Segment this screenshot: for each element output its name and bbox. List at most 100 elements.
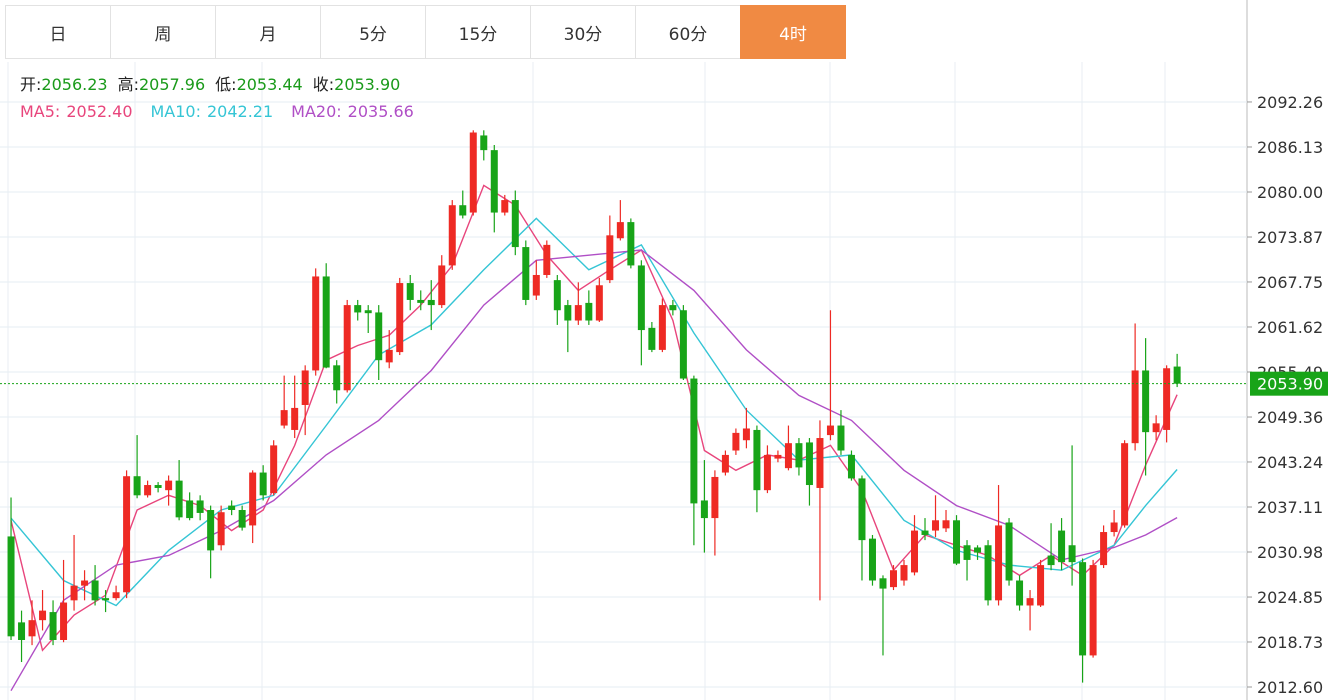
candle-body [270,445,278,494]
period-tab[interactable]: 15分 [425,5,531,59]
candle-body [1016,580,1024,606]
candle-body [354,305,362,313]
candle-body [595,285,603,321]
y-tick-label: 2018.73 [1257,633,1323,652]
period-tab[interactable]: 4时 [740,5,846,59]
candle-body [7,536,15,637]
legend-name: MA20: [291,102,342,121]
candle-body [249,472,257,526]
candle-body [1005,522,1013,581]
candle-body [18,622,26,640]
period-tab[interactable]: 月 [215,5,321,59]
candle-body [942,520,950,529]
last-price-box [1250,371,1328,396]
period-tab[interactable]: 周 [110,5,216,59]
candle-body [165,480,173,491]
candle-body [501,200,509,213]
candle-body [364,310,372,314]
candle-body [1089,565,1097,656]
y-tick-label: 2043.24 [1257,453,1323,472]
candle-body [753,429,761,491]
candle-body [91,580,99,601]
candle-body [1100,532,1108,566]
candle-body [774,454,782,459]
candle-body [847,454,855,479]
candle-body [543,244,551,275]
candle-body [606,235,614,281]
candle-body [396,283,404,353]
candle-body [700,500,708,519]
candle-body [732,432,740,451]
candle-body [291,407,299,430]
y-tick-label: 2092.26 [1257,93,1323,112]
candle-body [459,205,467,216]
candle-body [721,454,729,473]
candle-body [1026,598,1034,606]
candle-body [553,280,561,311]
candle-body [963,545,971,560]
candle-body [259,472,267,496]
candle-body [648,327,656,350]
ohlc-label: 高: [118,75,139,94]
candle-body [742,428,750,441]
candle-body [70,585,78,601]
ohlc-value: 2056.23 [41,75,107,94]
ohlc-value: 2053.90 [334,75,400,94]
candle-body [49,612,57,640]
ohlc-label: 开: [20,75,41,94]
candle-body [1079,562,1087,656]
candle-body [438,265,446,306]
legend-value: 2052.40 [66,102,132,121]
period-tabs: 日周月 5分 15分 30分 60分 4时 [5,5,846,59]
y-tick-label: 2030.98 [1257,543,1323,562]
y-tick-label: 2080.00 [1257,183,1323,202]
candle-body [186,500,194,519]
candle-body [868,538,876,581]
ohlc-info: 开:2056.23 高:2057.96 低:2053.44 收:2053.90 [20,75,400,94]
period-tab[interactable]: 日 [5,5,111,59]
candle-body [816,438,824,488]
ma-line [10,184,1178,652]
candle-body [375,312,383,361]
candle-body [627,222,635,266]
candle-body [974,547,982,553]
y-tick-label: 2073.87 [1257,228,1323,247]
ohlc-label: 低: [215,75,236,94]
candle-body [679,310,687,379]
candle-body [343,305,351,391]
legend-name: MA10: [151,102,202,121]
candle-body [28,620,36,637]
y-tick-label: 2067.75 [1257,273,1323,292]
period-tab[interactable]: 30分 [530,5,636,59]
y-tick-label: 2037.11 [1257,498,1323,517]
legend-value: 2035.66 [348,102,414,121]
candle-body [228,505,236,511]
period-tab[interactable]: 5分 [320,5,426,59]
candle-body [301,370,309,405]
ohlc-label: 收: [313,75,334,94]
candle-body [144,485,152,496]
candle-body [511,200,519,248]
candle-body [102,598,110,601]
candle-body [1131,370,1139,444]
candle-body [133,476,141,496]
candle-body [196,500,204,513]
candle-body [154,485,162,488]
candle-body [984,545,992,601]
candle-body [490,150,498,213]
candle-body [385,349,393,363]
candle-body [795,443,803,468]
ohlc-value: 2057.96 [139,75,205,94]
candle-body [1058,530,1066,563]
candle-body [112,592,120,599]
candle-body [448,205,456,266]
candle-body [217,512,225,546]
period-tab[interactable]: 60分 [635,5,741,59]
candle-body [1068,545,1076,563]
candle-body [932,520,940,531]
candle-body [1121,443,1129,526]
candle-body [805,442,813,486]
candle-body [417,299,425,303]
candle-body [616,222,624,239]
candle-body [837,425,845,451]
